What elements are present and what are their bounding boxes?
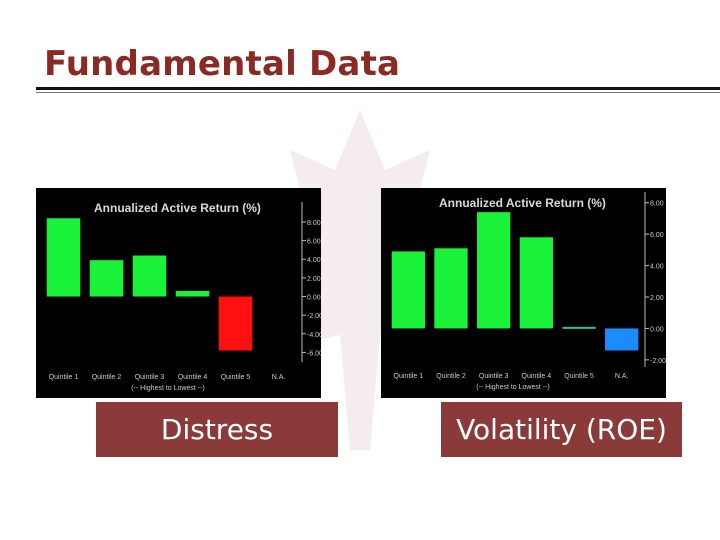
- y-tick-label: -2.00: [307, 313, 321, 320]
- y-tick-label: 4.00: [650, 264, 664, 271]
- volatility-roe-chart: Annualized Active Return (%) 8.00 6.00 4.00…: [381, 188, 666, 398]
- x-tick-label: Quintile 5: [564, 373, 594, 380]
- x-tick-label: Quintile 2: [92, 374, 122, 381]
- distress-chart: Annualized Active Return (%) 8.00 6.00 4.00…: [36, 188, 321, 398]
- bar-quintile-5: [218, 296, 253, 351]
- x-axis-label: (-- Highest to Lowest --): [476, 384, 550, 391]
- x-tick-label: Quintile 2: [436, 373, 466, 380]
- maple-leaf-watermark: [210, 110, 510, 450]
- y-tick-label: 6.00: [650, 232, 664, 239]
- bar-quintile-3: [477, 212, 511, 329]
- y-tick-label: 2.00: [650, 295, 664, 302]
- volatility-roe-caption: Volatility (ROE): [441, 402, 682, 457]
- distress-caption: Distress: [96, 402, 338, 457]
- title-underline: [36, 87, 720, 90]
- y-tick-label: 0.00: [650, 326, 664, 333]
- x-tick-label: Quintile 4: [178, 374, 208, 381]
- distress-chart-svg: Annualized Active Return (%) 8.00 6.00 4.00…: [46, 201, 321, 392]
- y-tick-label: 6.00: [307, 239, 321, 246]
- y-tick-label: 0.00: [307, 295, 321, 302]
- y-tick-label: -2.00: [650, 358, 666, 365]
- y-tick-label: -6.00: [307, 350, 321, 357]
- volatility-roe-chart-svg: Annualized Active Return (%) 8.00 6.00 4.00…: [391, 192, 666, 391]
- x-tick-label: N.A.: [272, 374, 286, 381]
- y-tick-label: 4.00: [307, 257, 321, 264]
- bar-quintile-2: [434, 248, 468, 329]
- bar-n-a-: [605, 328, 639, 351]
- bar-quintile-4: [175, 290, 210, 297]
- title-underline-thin: [36, 92, 720, 93]
- bar-quintile-1: [391, 251, 425, 329]
- x-tick-label: Quintile 1: [49, 374, 79, 381]
- x-tick-label: Quintile 3: [479, 373, 509, 380]
- bar-quintile-1: [46, 218, 81, 297]
- bar-quintile-2: [89, 260, 124, 297]
- y-tick-label: 8.00: [650, 201, 664, 208]
- y-tick-label: -4.00: [307, 332, 321, 339]
- x-tick-label: Quintile 3: [135, 374, 165, 381]
- bar-quintile-5: [562, 326, 596, 329]
- x-tick-label: Quintile 4: [522, 373, 552, 380]
- y-tick-label: 8.00: [307, 220, 321, 227]
- x-tick-label: Quintile 1: [394, 373, 424, 380]
- y-tick-label: 2.00: [307, 276, 321, 283]
- slide-title: Fundamental Data: [44, 44, 401, 84]
- x-axis-label: (-- Highest to Lowest --): [131, 385, 205, 392]
- chart-title: Annualized Active Return (%): [439, 196, 606, 210]
- bar-quintile-3: [132, 255, 167, 297]
- bar-quintile-4: [519, 237, 553, 329]
- x-tick-label: N.A.: [615, 373, 629, 380]
- chart-title: Annualized Active Return (%): [94, 201, 261, 215]
- x-tick-label: Quintile 5: [221, 374, 251, 381]
